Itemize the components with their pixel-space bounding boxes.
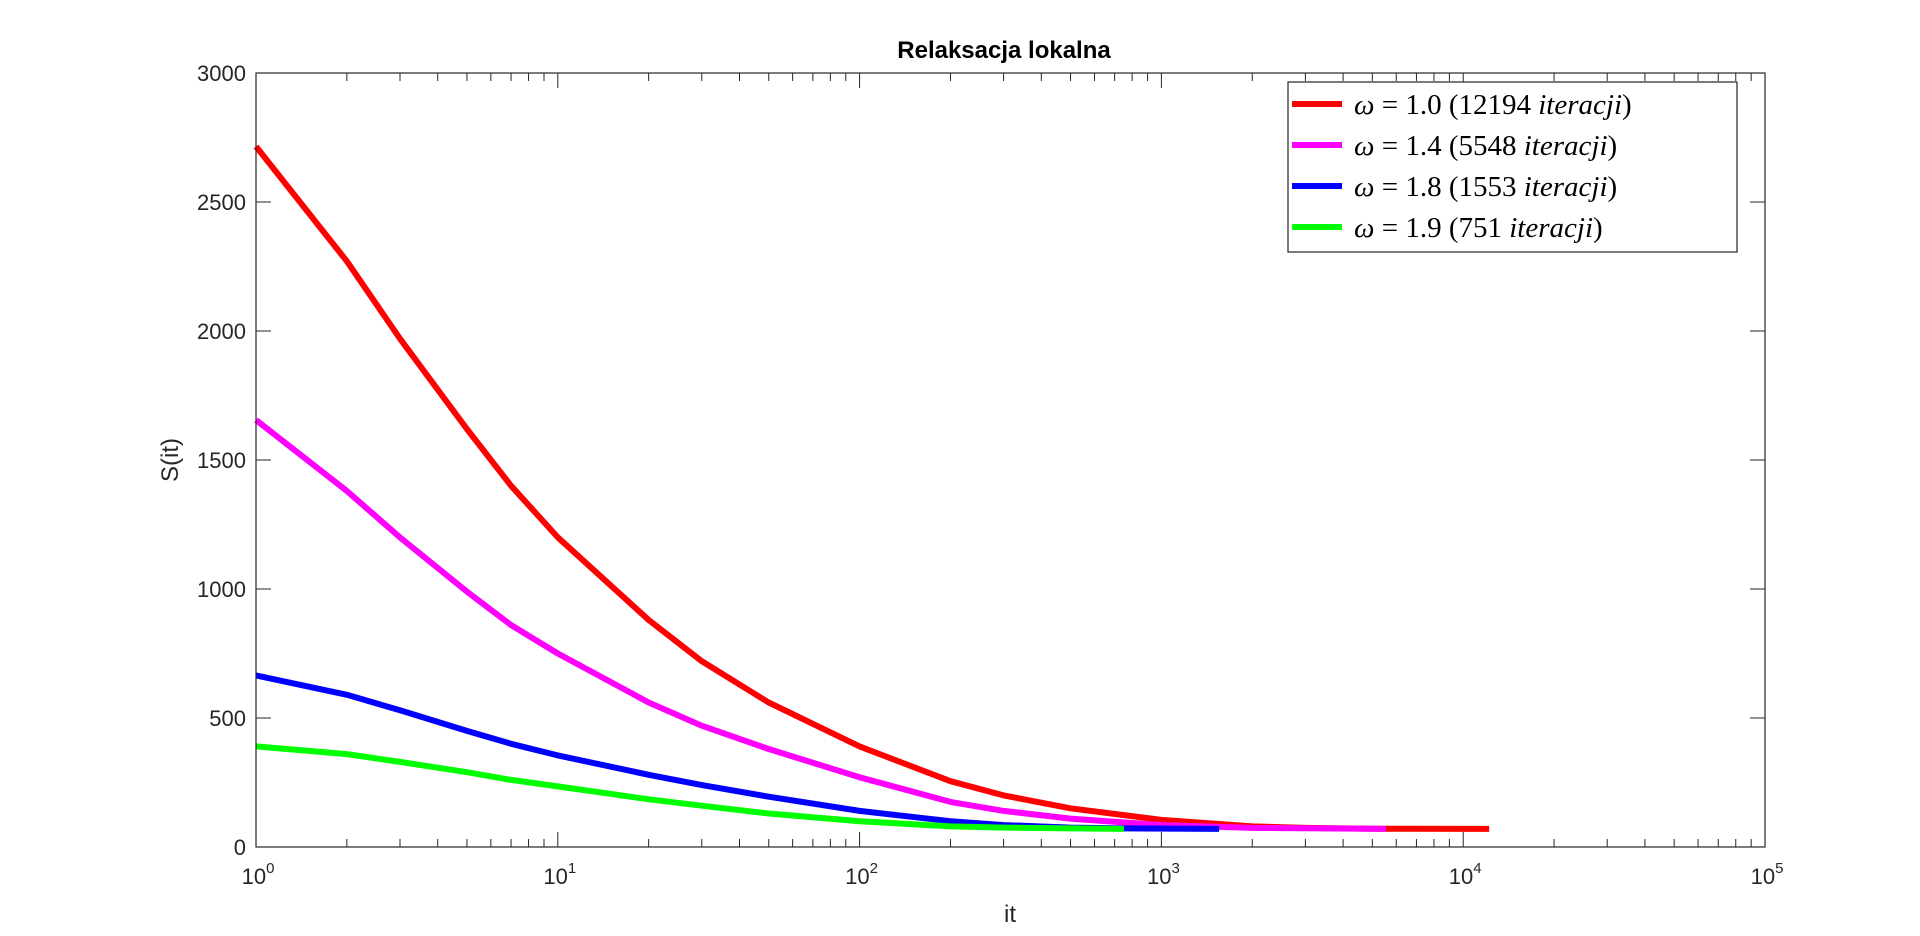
legend-box <box>1287 81 1738 253</box>
legend-omega: ω <box>1354 212 1374 244</box>
legend-word: iteracji <box>1524 171 1608 203</box>
x-tick-exponent: 5 <box>1775 860 1783 877</box>
x-tick-base: 10 <box>845 864 869 889</box>
x-axis-label: it <box>1004 901 1016 928</box>
axis-ticks <box>255 72 1766 848</box>
legend-close: ) <box>1593 212 1603 244</box>
legend-value: = 1.8 (1553 <box>1374 171 1523 203</box>
x-tick-exponent: 2 <box>870 860 878 877</box>
y-tick-label: 3000 <box>197 61 246 86</box>
x-tick-exponent: 3 <box>1171 860 1179 877</box>
y-tick-labels: 0 500 1000 1500 2000 2500 3000 <box>197 61 246 860</box>
legend-omega: ω <box>1354 89 1374 121</box>
legend-label-1: ω = 1.0 (12194 iteracji) <box>1354 89 1632 121</box>
y-tick-label: 2500 <box>197 190 246 215</box>
x-tick-base: 10 <box>1147 864 1171 889</box>
x-tick-label: 104 <box>1449 860 1482 889</box>
y-axis-label: S(it) <box>157 438 184 482</box>
chart-title: Relaksacja lokalna <box>897 37 1111 64</box>
legend-label-3: ω = 1.8 (1553 iteracji) <box>1354 171 1617 203</box>
y-tick-label: 500 <box>209 706 246 731</box>
x-tick-labels: 100 101 102 103 104 105 <box>242 860 1784 889</box>
plot-frame <box>255 72 1766 848</box>
legend: ω = 1.0 (12194 iteracji)ω = 1.4 (5548 it… <box>1287 81 1738 253</box>
y-tick-label: 1500 <box>197 448 246 473</box>
x-tick-exponent: 1 <box>568 860 576 877</box>
legend-value: = 1.4 (5548 <box>1374 130 1523 162</box>
legend-close: ) <box>1608 130 1618 162</box>
x-tick-base: 10 <box>543 864 567 889</box>
legend-entries: ω = 1.0 (12194 iteracji)ω = 1.4 (5548 it… <box>1292 89 1632 244</box>
legend-value: = 1.9 (751 <box>1374 212 1509 244</box>
x-tick-base: 10 <box>1449 864 1473 889</box>
legend-close: ) <box>1608 171 1618 203</box>
series-layer <box>253 144 1490 832</box>
y-tick-label: 0 <box>234 835 246 860</box>
x-tick-label: 105 <box>1751 860 1784 889</box>
x-tick-exponent: 0 <box>266 860 274 877</box>
legend-word: iteracji <box>1538 89 1622 121</box>
y-tick-label: 1000 <box>197 577 246 602</box>
legend-close: ) <box>1622 89 1632 121</box>
x-tick-base: 10 <box>242 864 266 889</box>
x-tick-label: 101 <box>543 860 576 889</box>
legend-omega: ω <box>1354 130 1374 162</box>
legend-word: iteracji <box>1509 212 1593 244</box>
x-tick-label: 100 <box>242 860 275 889</box>
x-tick-exponent: 4 <box>1473 860 1481 877</box>
legend-label-2: ω = 1.4 (5548 iteracji) <box>1354 130 1617 162</box>
legend-word: iteracji <box>1524 130 1608 162</box>
x-tick-base: 10 <box>1751 864 1775 889</box>
legend-value: = 1.0 (12194 <box>1374 89 1538 121</box>
x-tick-label: 102 <box>845 860 878 889</box>
legend-omega: ω <box>1354 171 1374 203</box>
x-tick-label: 103 <box>1147 860 1180 889</box>
series-line-4 <box>255 743 1124 832</box>
y-tick-label: 2000 <box>197 319 246 344</box>
series-line-2 <box>254 417 1387 832</box>
legend-label-4: ω = 1.9 (751 iteracji) <box>1354 212 1603 244</box>
